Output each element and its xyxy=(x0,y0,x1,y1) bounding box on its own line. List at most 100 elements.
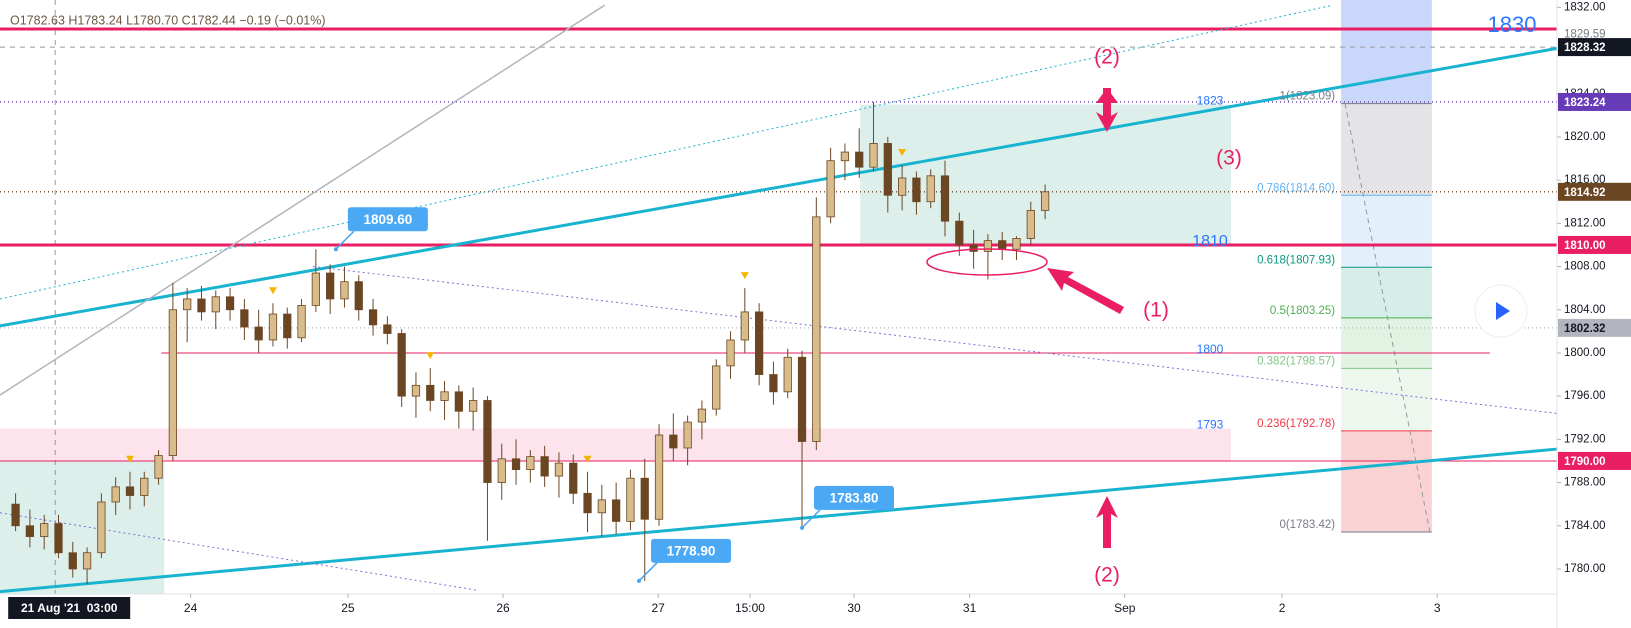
overlay-layer: O1782.63 H1783.24 L1780.70 C1782.44 −0.1… xyxy=(8,13,1631,619)
candle-body xyxy=(1040,191,1050,211)
price-label-box xyxy=(1558,318,1631,337)
callout-pointer xyxy=(638,562,658,582)
candle-body xyxy=(326,272,335,300)
fib-band xyxy=(1341,317,1432,369)
candle-body xyxy=(340,281,349,300)
candle-body xyxy=(354,281,363,311)
crosshair-x-box xyxy=(8,597,131,619)
y-tick-label: 1804.00 xyxy=(1564,304,1606,316)
candle-body xyxy=(812,216,821,442)
candle-body xyxy=(368,309,378,326)
candle-body xyxy=(97,501,106,554)
candle-body xyxy=(411,384,421,397)
lines-layer xyxy=(0,0,1558,594)
zones-layer xyxy=(0,0,1432,594)
candle-body xyxy=(154,455,163,479)
candle-body xyxy=(426,384,435,401)
candle-body xyxy=(469,400,478,412)
x-tick-label: 30 xyxy=(847,601,861,615)
price-label: 1802.32 xyxy=(1564,323,1606,335)
zone xyxy=(0,460,165,594)
fib-top-band xyxy=(1341,0,1432,104)
y-tick-label: 1808.00 xyxy=(1564,261,1606,273)
candle-body xyxy=(840,151,850,162)
candle-body xyxy=(225,296,235,311)
fib-label: 0.786(1814.60) xyxy=(1257,182,1335,194)
signal-marker xyxy=(583,455,592,463)
price-label-box xyxy=(1558,24,1631,43)
candle-body xyxy=(497,458,506,483)
candle-body xyxy=(583,492,592,514)
fib-label: 0.618(1807.93) xyxy=(1257,254,1335,266)
annotations-layer: 1(1823.09) 0.786(1814.60) 0.618(1807.93) 0.… xyxy=(333,12,1537,587)
price-label: 1810.00 xyxy=(1564,240,1606,252)
play-icon xyxy=(1496,302,1510,320)
price-label-box xyxy=(1558,235,1631,254)
x-tick-label: 25 xyxy=(341,601,355,615)
y-tick-label: 1820.00 xyxy=(1564,131,1606,143)
price-label: 1790.00 xyxy=(1564,456,1606,468)
ohlc-legend: O1782.63 H1783.24 L1780.70 C1782.44 −0.1… xyxy=(10,13,326,27)
annotation: (1) xyxy=(1143,299,1169,322)
fib-band xyxy=(1341,267,1432,318)
level-text: 1830 xyxy=(1488,12,1537,37)
candle-body xyxy=(869,143,878,168)
arrow-up xyxy=(1096,496,1118,548)
candle-body xyxy=(54,523,63,554)
candle-body xyxy=(68,552,77,570)
level-text: 1793 xyxy=(1197,418,1224,432)
arrow-down xyxy=(1096,88,1118,132)
level-text: 1823 xyxy=(1197,94,1224,108)
candle-body xyxy=(311,272,320,306)
x-tick-label: 26 xyxy=(496,601,510,615)
candle-body xyxy=(769,374,778,393)
candle-body xyxy=(254,326,263,341)
callout-pointer xyxy=(801,509,821,529)
callout-box xyxy=(347,207,428,232)
level-text: 1810 xyxy=(1192,233,1228,250)
crosshair-x-label: 21 Aug '21 03:00 xyxy=(21,601,118,615)
x-tick-label: 3 xyxy=(1434,601,1441,615)
arrow-head xyxy=(1096,88,1118,103)
candle-body xyxy=(740,311,749,341)
x-tick-label: Sep xyxy=(1114,601,1136,615)
trendline xyxy=(0,512,479,592)
candle-body xyxy=(669,434,678,449)
y-tick-label: 1792.00 xyxy=(1564,433,1606,445)
zone xyxy=(860,104,1231,245)
price-label-box xyxy=(1558,92,1631,111)
candle-body xyxy=(569,462,578,494)
candle-body xyxy=(912,177,921,203)
fib-label: 0.382(1798.57) xyxy=(1257,355,1335,367)
fib-label: 0(1783.42) xyxy=(1279,519,1335,531)
candle-body xyxy=(712,365,721,410)
candle-body xyxy=(897,177,907,196)
fib-label: 0.236(1792.78) xyxy=(1257,418,1335,430)
x-tick-label: 24 xyxy=(184,601,198,615)
x-tick-label: 15:00 xyxy=(735,601,765,615)
fib-band xyxy=(1341,368,1432,431)
callout-label: 1778.90 xyxy=(667,543,716,558)
annotation: (3) xyxy=(1216,147,1242,170)
price-label: 1814.92 xyxy=(1564,187,1606,199)
crosshair-y-box xyxy=(1558,38,1631,57)
price-label-box xyxy=(1558,451,1631,470)
candle-body xyxy=(383,324,392,334)
callout-label: 1809.60 xyxy=(363,212,412,227)
candle-body xyxy=(283,313,292,339)
candle-body xyxy=(597,499,606,514)
candle-body xyxy=(183,298,192,311)
candle-body xyxy=(454,391,463,412)
candle-body xyxy=(297,305,306,339)
annotation: (2) xyxy=(1094,46,1120,69)
fib-label: 1(1823.09) xyxy=(1279,91,1335,103)
signal-marker xyxy=(898,149,907,157)
candle-body xyxy=(926,175,935,203)
arrow-diagonal xyxy=(1047,268,1124,314)
zone xyxy=(0,428,1231,461)
candle-body xyxy=(826,160,835,218)
signal-marker xyxy=(125,455,134,463)
fib-band xyxy=(1341,430,1432,533)
candle-body xyxy=(82,552,92,570)
